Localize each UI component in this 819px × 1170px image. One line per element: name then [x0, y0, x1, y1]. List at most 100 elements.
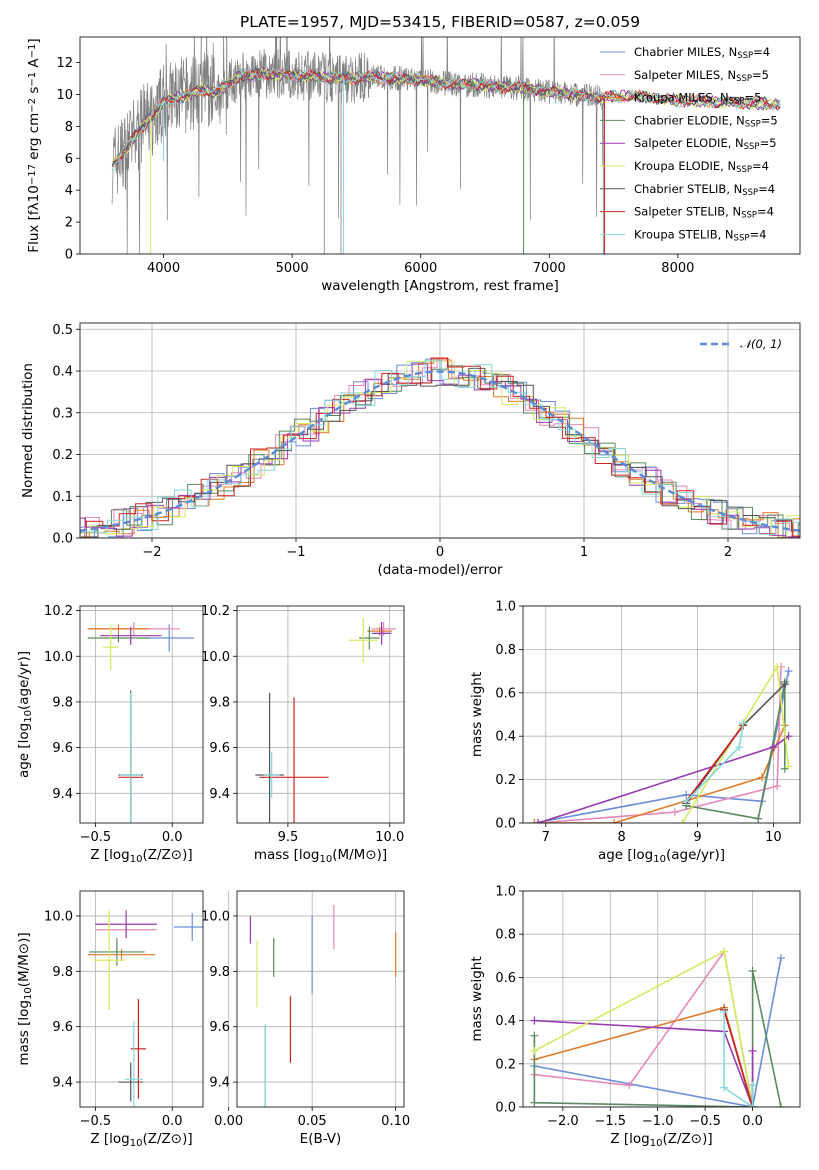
x-tick-label: 0.10 [381, 1114, 410, 1129]
x-tick-label: 0.0 [162, 1114, 183, 1129]
axes-frame [236, 605, 405, 824]
y-tick-label: 8 [65, 120, 73, 135]
y-tick-label: 0.5 [52, 323, 73, 338]
label-part: Flux [fλ10 [26, 185, 42, 253]
x-tick-label: 8 [618, 830, 626, 845]
label-part: (Z/Z⊙)] [142, 847, 192, 863]
y-tick-label: 0.2 [495, 773, 516, 788]
label-part: Z [log [90, 1131, 129, 1147]
x-tick-label: −2 [142, 545, 161, 560]
legend-entry: Chabrier STELIB, NSSP=4 [634, 182, 775, 198]
x-tick-label: −1.0 [642, 1114, 674, 1129]
axes-age_vs_mass: 9.5 10.0 9.4 9.6 9.8 10.0 10.2 mass [log10(M/M⊙… [201, 604, 405, 865]
figure-title: PLATE=1957, MJD=53415, FIBERID=0587, z=0… [240, 13, 640, 31]
x-tick-label: 0.0 [742, 1114, 763, 1129]
y-tick-label: 0.8 [495, 928, 516, 943]
label-part: −1 [27, 72, 38, 87]
y-tick-label: 0.6 [495, 971, 516, 986]
x-axis-label: mass [log10(M/M⊙)] [254, 847, 387, 865]
model-spectrum [111, 68, 781, 167]
legend-suffix: =4 [757, 205, 774, 219]
label-part: A [26, 58, 42, 72]
label-part: 10 [319, 854, 332, 865]
y-tick-label: 2 [65, 216, 73, 231]
axes-frame [79, 605, 204, 824]
x-tick-label: 7 [542, 830, 550, 845]
x-axis-label: Z [log10(Z/Z⊙)] [90, 847, 192, 865]
axes-frame [79, 36, 801, 255]
y-tick-label: 0.3 [52, 406, 73, 421]
plot-area-mass_vs_EBV [249, 904, 397, 1107]
y-tick-label: 10 [56, 88, 73, 103]
plot-layer: 4000 5000 6000 7000 8000024681012wavelength … [16, 36, 801, 1149]
label-part: 10 [650, 1138, 663, 1149]
label-part: 10 [130, 854, 143, 865]
legend-entry: Kroupa ELODIE, NSSP=4 [634, 159, 769, 175]
label-part: (Z/Z⊙)] [142, 1131, 192, 1147]
label-part: 10 [130, 1138, 143, 1149]
y-axis-label: mass weight [469, 672, 485, 757]
plot-area-mass_vs_Z [87, 910, 203, 1107]
y-tick-label: 10.2 [44, 604, 73, 619]
label-part: E(B-V) [300, 1131, 342, 1147]
y-tick-label: 0 [65, 248, 73, 263]
x-axis-label: wavelength [Angstrom, rest frame] [321, 278, 559, 294]
legend-sub: SSP [742, 188, 758, 198]
y-tick-label: 10.0 [44, 650, 73, 665]
y-tick-label: 9.4 [52, 1076, 73, 1091]
weight-line [686, 681, 786, 820]
label-part: mass [log [16, 1000, 32, 1066]
label-part: (M/M⊙)] [332, 847, 387, 863]
label-part: age [log [598, 847, 653, 863]
label-part: (Z/Z⊙)] [662, 1131, 712, 1147]
legend-suffix: =4 [758, 182, 775, 196]
x-tick-label: 0.00 [214, 1114, 243, 1129]
x-axis-label: E(B-V) [300, 1131, 342, 1147]
label-part: Normed distribution [20, 363, 36, 498]
label-part: 10 [23, 710, 34, 723]
y-tick-label: 0.8 [495, 643, 516, 658]
y-tick-label: 0.4 [495, 1014, 516, 1029]
label-part: mass weight [469, 672, 485, 757]
x-axis-label: Z [log10(Z/Z⊙)] [90, 1131, 192, 1149]
axes-spectrum: 4000 5000 6000 7000 8000 0 2 4 6 8 10 12 wavelength … [26, 36, 801, 294]
legend-suffix: =4 [752, 159, 769, 173]
weight-line [534, 1019, 754, 1107]
model-spectrum [111, 67, 781, 171]
weight-line [534, 725, 786, 823]
model-spectrum [112, 66, 781, 163]
weight-line [685, 724, 744, 802]
legend-entry: Salpeter MILES, NSSP=5 [634, 68, 769, 84]
weight-line [533, 970, 782, 1107]
y-tick-label: 0.4 [52, 365, 73, 380]
x-tick-label: −0.5 [689, 1114, 721, 1129]
label-part: (M/M⊙)] [16, 932, 32, 987]
legend-suffix: =4 [753, 45, 770, 59]
x-tick-label: 9 [693, 830, 701, 845]
y-tick-label: 9.4 [52, 787, 73, 802]
x-tick-label: 6000 [404, 261, 437, 276]
y-tick-label: 9.6 [209, 741, 230, 756]
x-tick-label: 1 [580, 545, 588, 560]
x-tick-label: 10 [765, 830, 782, 845]
label-part: wavelength [Angstrom, rest frame] [321, 278, 559, 294]
legend-sub: SSP [744, 142, 760, 152]
label-part: mass [log [254, 847, 320, 863]
legend-sub: SSP [736, 74, 752, 84]
legend-sub: SSP [745, 120, 761, 130]
y-tick-label: 10.0 [201, 650, 230, 665]
label-part: Z [log [90, 847, 129, 863]
plot-area-mass_weight_vs_age [530, 662, 793, 823]
x-tick-label: −1 [286, 545, 305, 560]
y-axis-label: Flux [fλ10−17 erg cm−2 s−1 A−1] [26, 38, 42, 252]
label-part: (age/yr)] [666, 847, 725, 863]
y-tick-label: 9.8 [52, 695, 73, 710]
y-tick-label: 0.2 [495, 1057, 516, 1072]
axes-mass_weight_vs_Z: −2.0 −1.5 −1.0 −0.5 0.0 0.0 0.2 0.4 0.6 0.8 1.0 Z [… [469, 885, 801, 1149]
axes-mass_vs_EBV: 0.00 0.05 0.10 9.4 9.6 9.8 10.0 E(B-V) [201, 890, 410, 1147]
label-part: ] [26, 38, 42, 43]
legend-entry: Chabrier ELODIE, NSSP=5 [634, 113, 778, 129]
x-tick-label: −0.5 [80, 830, 112, 845]
y-tick-label: 9.8 [209, 965, 230, 980]
